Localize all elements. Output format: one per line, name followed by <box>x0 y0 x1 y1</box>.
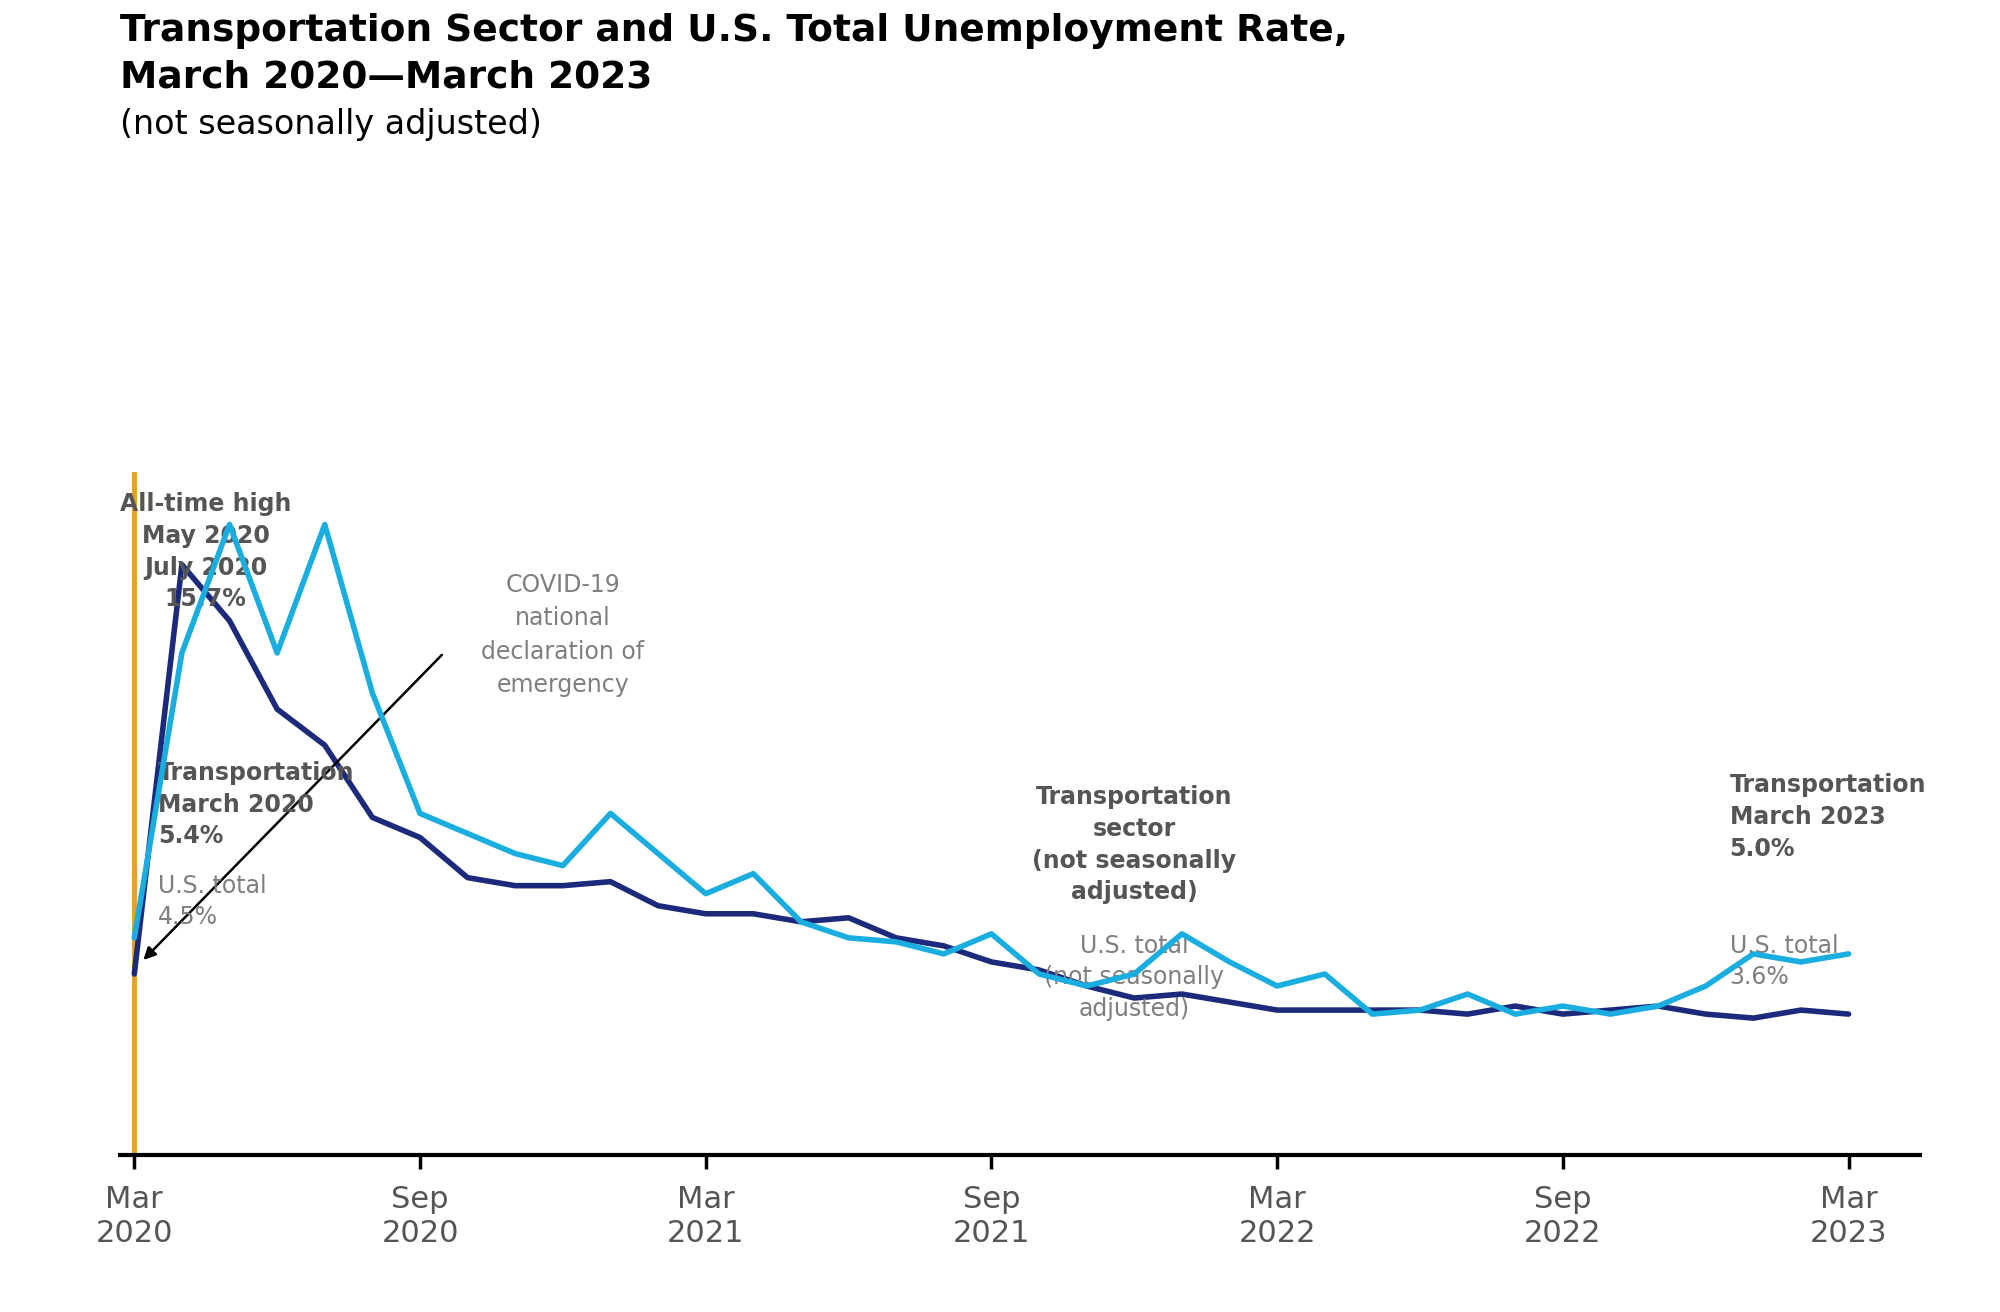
Text: All-time high
May 2020
July 2020
15.7%: All-time high May 2020 July 2020 15.7% <box>120 492 292 611</box>
Text: U.S. total
4.5%: U.S. total 4.5% <box>158 874 266 929</box>
Text: U.S. total
(not seasonally
adjusted): U.S. total (not seasonally adjusted) <box>1044 934 1224 1021</box>
Text: U.S. total
3.6%: U.S. total 3.6% <box>1730 934 1838 989</box>
Text: COVID-19
national
declaration of
emergency: COVID-19 national declaration of emergen… <box>482 572 644 697</box>
Text: Transportation
sector
(not seasonally
adjusted): Transportation sector (not seasonally ad… <box>1032 786 1236 904</box>
Text: Transportation
March 2020
5.4%: Transportation March 2020 5.4% <box>158 761 354 849</box>
Text: March 2020—March 2023: March 2020—March 2023 <box>120 59 652 94</box>
Text: Transportation Sector and U.S. Total Unemployment Rate,: Transportation Sector and U.S. Total Une… <box>120 13 1348 49</box>
Text: (not seasonally adjusted): (not seasonally adjusted) <box>120 108 542 140</box>
Text: Transportation
March 2023
5.0%: Transportation March 2023 5.0% <box>1730 773 1926 861</box>
